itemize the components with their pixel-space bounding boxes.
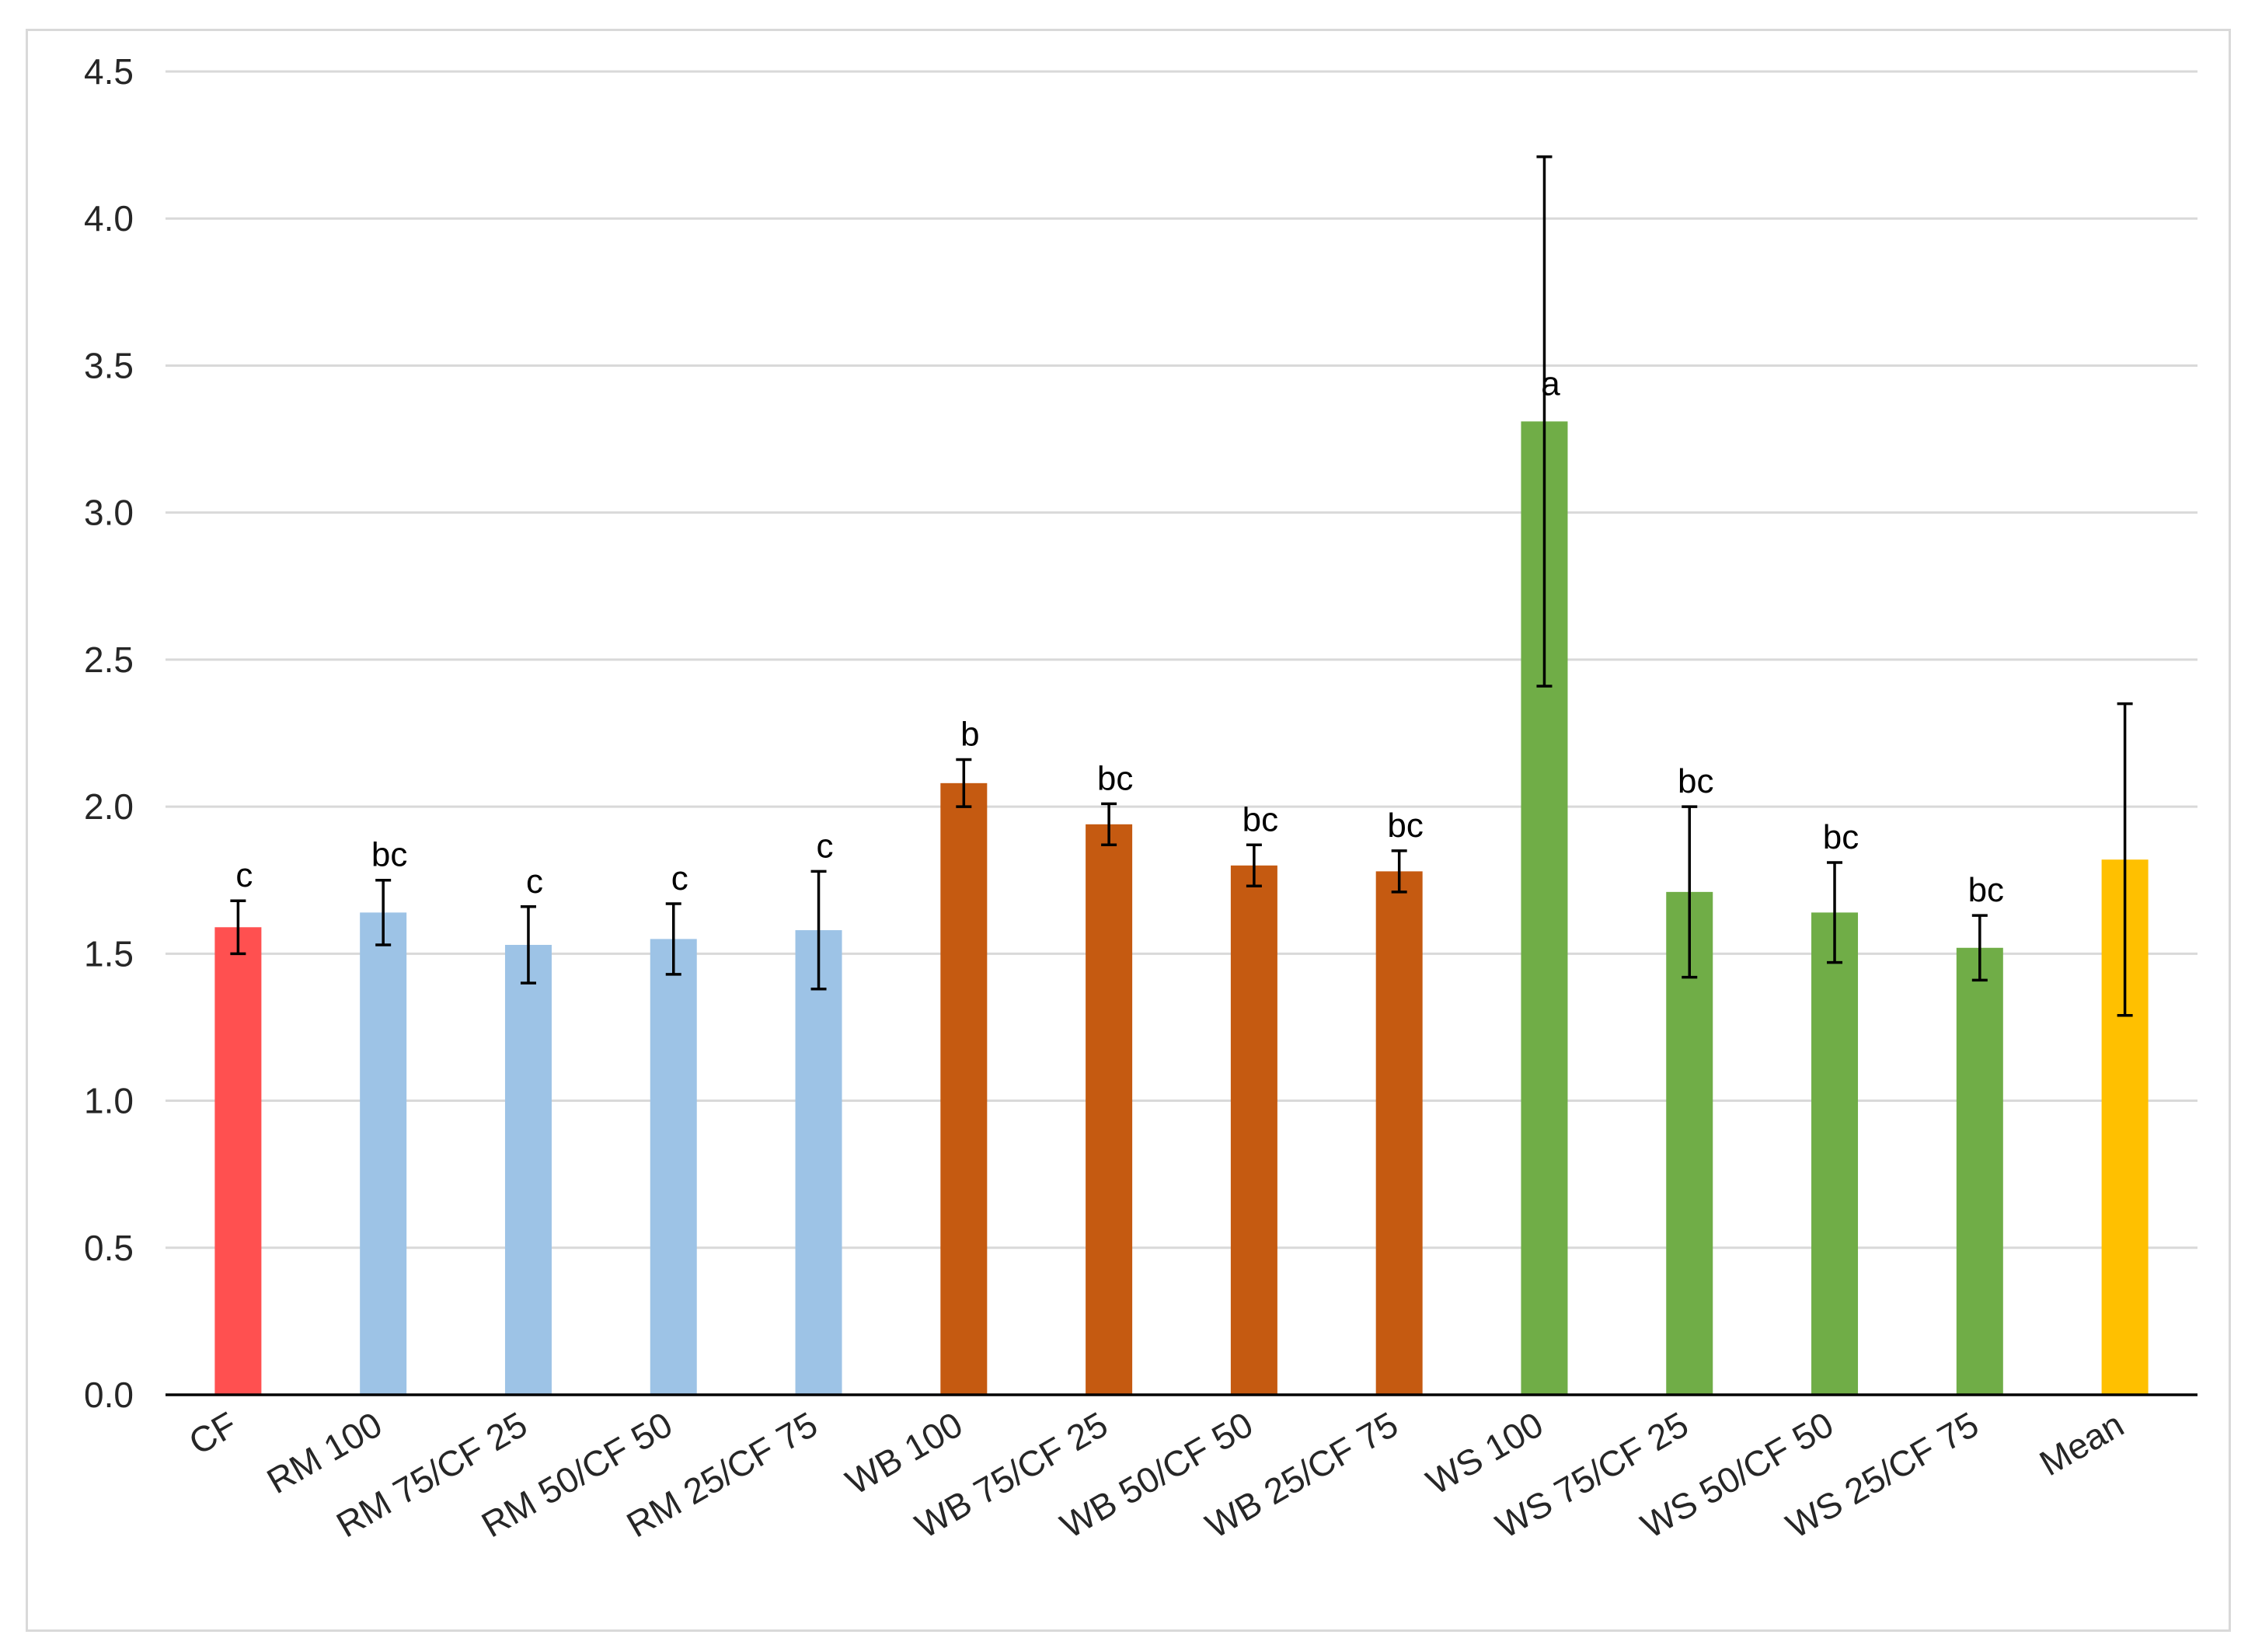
error-bar xyxy=(230,899,246,956)
y-tick-label: 2.5 xyxy=(84,640,134,680)
bar xyxy=(214,927,262,1395)
x-category-label: CF xyxy=(182,1404,243,1463)
bars xyxy=(214,421,2149,1395)
bar xyxy=(1956,947,2003,1395)
error-bar xyxy=(1536,155,1553,688)
y-tick-label: 0.0 xyxy=(84,1375,134,1415)
y-tick-label: 4.0 xyxy=(84,198,134,239)
significance-label: bc xyxy=(1242,800,1278,838)
error-bar xyxy=(1246,843,1262,888)
error-bar xyxy=(810,870,827,991)
significance-label: bc xyxy=(1968,871,2004,909)
y-tick-label: 2.0 xyxy=(84,786,134,827)
x-category-label: Mean xyxy=(2033,1404,2131,1484)
significance-label: c xyxy=(235,856,253,894)
significance-label: c xyxy=(817,827,834,865)
error-bar xyxy=(375,878,392,946)
significance-label: bc xyxy=(1678,762,1713,800)
error-bar xyxy=(520,905,536,985)
significance-label: c xyxy=(526,863,543,901)
error-bar xyxy=(1971,914,1988,982)
error-bar xyxy=(2117,702,2133,1017)
error-bars xyxy=(230,155,2133,1017)
bar xyxy=(504,944,552,1395)
significance-label: bc xyxy=(1387,807,1423,845)
error-bar xyxy=(1391,849,1407,894)
significance-labels: c bc c c c b bc bc bc a bc bc bc xyxy=(235,364,2004,909)
error-bar xyxy=(665,902,681,976)
y-tick-label: 1.5 xyxy=(84,933,134,974)
gridlines xyxy=(166,70,2197,1249)
significance-label: a xyxy=(1541,364,1560,403)
y-tick-label: 0.5 xyxy=(84,1228,134,1268)
bar xyxy=(1086,824,1133,1395)
error-bar xyxy=(956,758,972,808)
y-axis-tick-labels: 0.0 0.5 1.0 1.5 2.0 2.5 3.0 3.5 4.0 4.5 xyxy=(84,51,134,1415)
significance-label: bc xyxy=(1097,759,1133,797)
y-tick-label: 4.5 xyxy=(84,51,134,92)
y-tick-label: 3.0 xyxy=(84,493,134,533)
bar xyxy=(650,939,697,1395)
bar xyxy=(1811,912,1859,1395)
y-tick-label: 1.0 xyxy=(84,1081,134,1121)
significance-label: bc xyxy=(371,836,407,874)
bar xyxy=(940,782,988,1395)
significance-label: bc xyxy=(1823,818,1859,856)
error-bar xyxy=(1101,802,1117,847)
bar xyxy=(1375,871,1423,1395)
error-bar xyxy=(1682,805,1698,979)
y-tick-label: 3.5 xyxy=(84,345,134,385)
significance-label: b xyxy=(960,716,979,754)
bar xyxy=(360,912,407,1395)
bar xyxy=(1230,865,1277,1395)
bar xyxy=(795,930,842,1395)
significance-label: c xyxy=(671,859,688,897)
error-bar xyxy=(1827,861,1843,964)
